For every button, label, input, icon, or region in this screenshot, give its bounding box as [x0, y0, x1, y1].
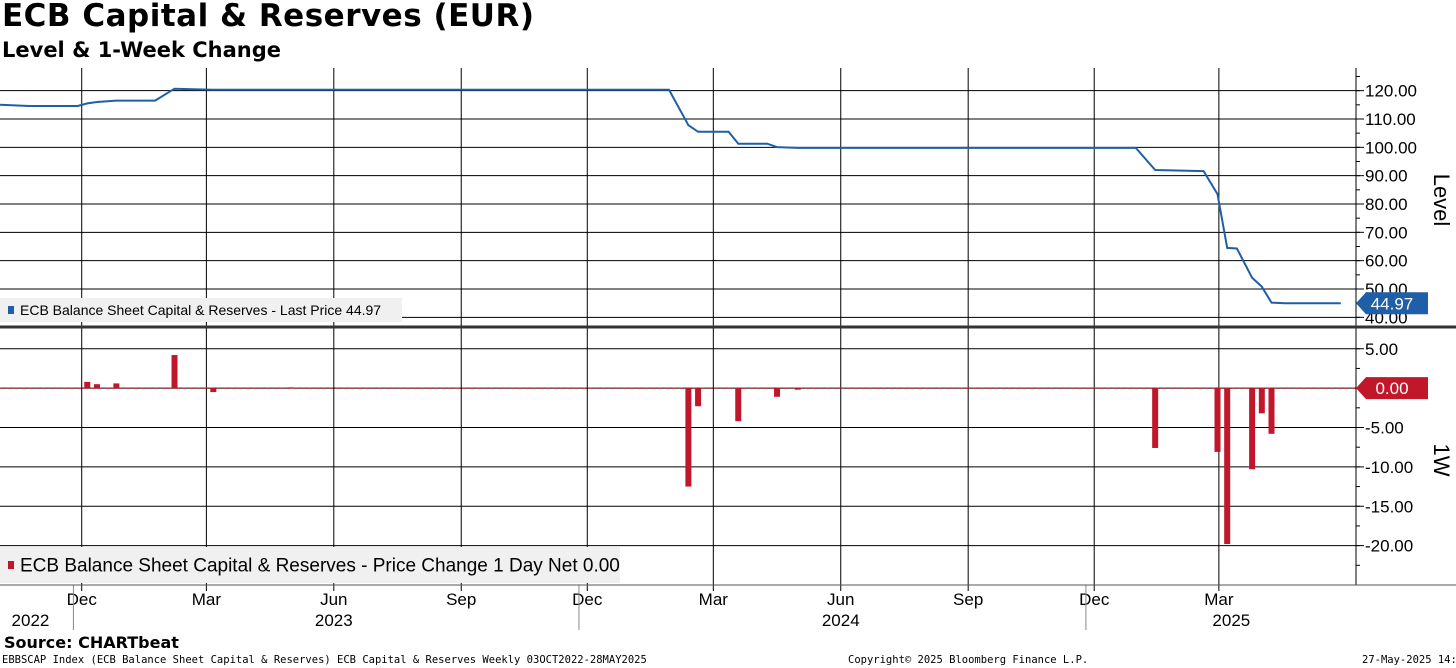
level-axis-title: Level	[1429, 174, 1454, 227]
footer-index-info: EBBSCAP Index (ECB Balance Sheet Capital…	[2, 654, 647, 666]
change-bar	[287, 387, 294, 389]
level-last-value-tag-text: 44.97	[1371, 294, 1414, 313]
change-bar	[774, 388, 781, 397]
change-y-tick-label: -5.00	[1365, 419, 1404, 438]
x-tick-label: Jun	[827, 590, 854, 609]
change-bar	[1249, 388, 1256, 470]
change-last-value-tag: 0.00	[1356, 377, 1428, 400]
level-legend-swatch	[8, 306, 14, 314]
level-y-tick-label: 80.00	[1365, 195, 1408, 214]
change-legend-box	[0, 547, 620, 583]
x-tick-label: Dec	[572, 590, 603, 609]
x-year-label: 2025	[1212, 611, 1250, 630]
change-bar	[93, 384, 100, 389]
level-legend-text: ECB Balance Sheet Capital & Reserves - L…	[20, 302, 381, 318]
change-legend-text: ECB Balance Sheet Capital & Reserves - P…	[20, 556, 620, 577]
x-tick-label: Mar	[192, 590, 222, 609]
change-y-tick-label: -20.00	[1365, 537, 1413, 556]
change-bar	[210, 388, 217, 393]
level-y-tick-label: 60.00	[1365, 252, 1408, 271]
change-last-value-tag-shape	[1356, 377, 1428, 400]
level-y-tick-label: 100.00	[1365, 138, 1417, 157]
change-bar	[1214, 388, 1221, 452]
footer-timestamp: 27-May-2025 14:31:54	[1362, 654, 1456, 666]
footer-copyright: Copyright© 2025 Bloomberg Finance L.P.	[848, 654, 1089, 666]
x-tick-label: Dec	[1079, 590, 1110, 609]
change-legend-swatch	[8, 561, 14, 569]
change-bar	[113, 383, 120, 389]
change-bar	[171, 355, 178, 389]
x-tick-label: Sep	[446, 590, 476, 609]
change-bar	[1258, 388, 1265, 414]
level-series-line	[0, 87, 1341, 305]
chart-title: ECB Capital & Reserves (EUR)	[2, 0, 535, 34]
change-bar	[794, 388, 801, 390]
change-y-tick-label: -10.00	[1365, 458, 1413, 477]
change-bar	[1224, 388, 1231, 545]
x-year-label: 2023	[315, 611, 353, 630]
change-bar	[84, 381, 91, 389]
change-bar	[735, 388, 742, 422]
x-tick-label: Dec	[67, 590, 98, 609]
change-bar	[695, 388, 702, 407]
x-year-label: 2022	[12, 611, 50, 630]
change-y-tick-label: -15.00	[1365, 497, 1413, 516]
chart-subtitle: Level & 1-Week Change	[2, 38, 282, 62]
x-tick-label: Jun	[320, 590, 347, 609]
x-tick-label: Mar	[699, 590, 729, 609]
x-year-label: 2024	[822, 611, 860, 630]
x-tick-label: Mar	[1204, 590, 1234, 609]
level-y-tick-label: 70.00	[1365, 223, 1408, 242]
change-bar	[685, 388, 692, 487]
level-y-tick-label: 90.00	[1365, 167, 1408, 186]
level-y-tick-label: 110.00	[1365, 110, 1416, 129]
change-y-tick-label: 5.00	[1365, 340, 1398, 359]
change-last-value-tag-text: 0.00	[1375, 379, 1408, 398]
level-last-value-tag-shape	[1356, 292, 1428, 315]
source-note: Source: CHARTbeat	[4, 633, 179, 652]
change-bar	[1268, 388, 1275, 434]
change-axis-title: 1W	[1429, 444, 1454, 477]
x-tick-label: Sep	[953, 590, 983, 609]
level-last-value-tag: 44.97	[1356, 292, 1428, 315]
change-bar	[1152, 388, 1159, 448]
level-y-tick-label: 120.00	[1365, 82, 1417, 101]
level-legend-box	[0, 298, 402, 322]
